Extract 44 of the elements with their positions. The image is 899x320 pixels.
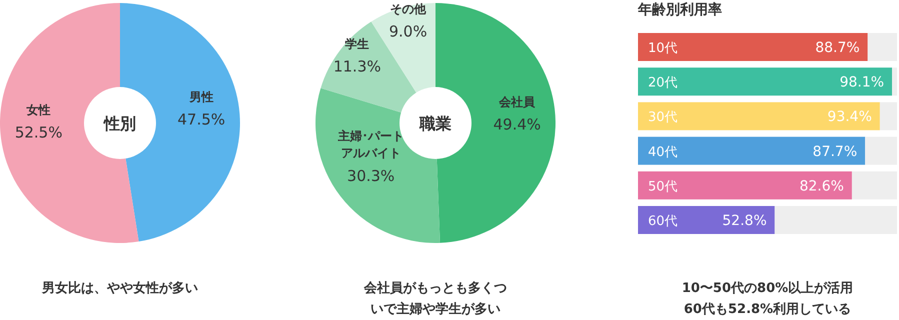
slice-label: 女性 bbox=[26, 102, 52, 120]
pie-slice bbox=[120, 3, 240, 242]
text: 10〜50代の80%以上が活用60代も52.8%利用している bbox=[680, 280, 854, 319]
data-label: 9.0% bbox=[388, 22, 428, 41]
text: 男女比は、やや女性が多い bbox=[40, 280, 199, 298]
slice-label: 男性 bbox=[188, 89, 214, 106]
bar bbox=[852, 171, 897, 200]
pie-slice bbox=[0, 3, 139, 243]
text: 職業 bbox=[418, 114, 452, 133]
data-label: 52.5% bbox=[14, 123, 62, 142]
slice-label: 主婦･パートアルバイト bbox=[336, 128, 405, 162]
slice-label: 学生 bbox=[345, 37, 370, 52]
data-label: 82.6% bbox=[799, 178, 844, 194]
slice-label: 会社員 bbox=[498, 94, 536, 112]
bar bbox=[880, 102, 897, 130]
y-tick-label: 60代 bbox=[648, 214, 678, 229]
y-tick-label: 40代 bbox=[648, 144, 678, 160]
bar bbox=[638, 33, 868, 61]
bar bbox=[638, 206, 775, 234]
data-label: 87.7% bbox=[812, 144, 858, 160]
data-label: 11.3% bbox=[333, 57, 382, 76]
data-label: 52.8% bbox=[722, 213, 767, 229]
data-label: 93.4% bbox=[827, 109, 872, 126]
bar bbox=[774, 206, 897, 234]
bar bbox=[892, 68, 897, 96]
data-label: 30.3% bbox=[347, 166, 395, 185]
y-tick-label: 20代 bbox=[648, 76, 678, 91]
data-label: 49.4% bbox=[493, 115, 541, 134]
data-label: 98.1% bbox=[840, 74, 884, 91]
bar bbox=[638, 171, 852, 200]
text: 会社員がもっとも多くついで主婦や学生が多い bbox=[362, 280, 508, 319]
data-label: 47.5% bbox=[178, 110, 226, 129]
data-label: 88.7% bbox=[815, 40, 860, 56]
y-tick-label: 50代 bbox=[648, 179, 678, 194]
bar bbox=[638, 68, 892, 96]
slice-label: その他 bbox=[389, 1, 428, 18]
bar bbox=[638, 136, 866, 165]
chart-title: 年齢別利用率 bbox=[637, 1, 722, 18]
text: 性別 bbox=[103, 114, 136, 133]
bar bbox=[868, 33, 897, 61]
y-tick-label: 30代 bbox=[648, 110, 678, 126]
bar bbox=[638, 102, 880, 130]
bar bbox=[865, 136, 897, 165]
y-tick-label: 10代 bbox=[648, 41, 678, 56]
